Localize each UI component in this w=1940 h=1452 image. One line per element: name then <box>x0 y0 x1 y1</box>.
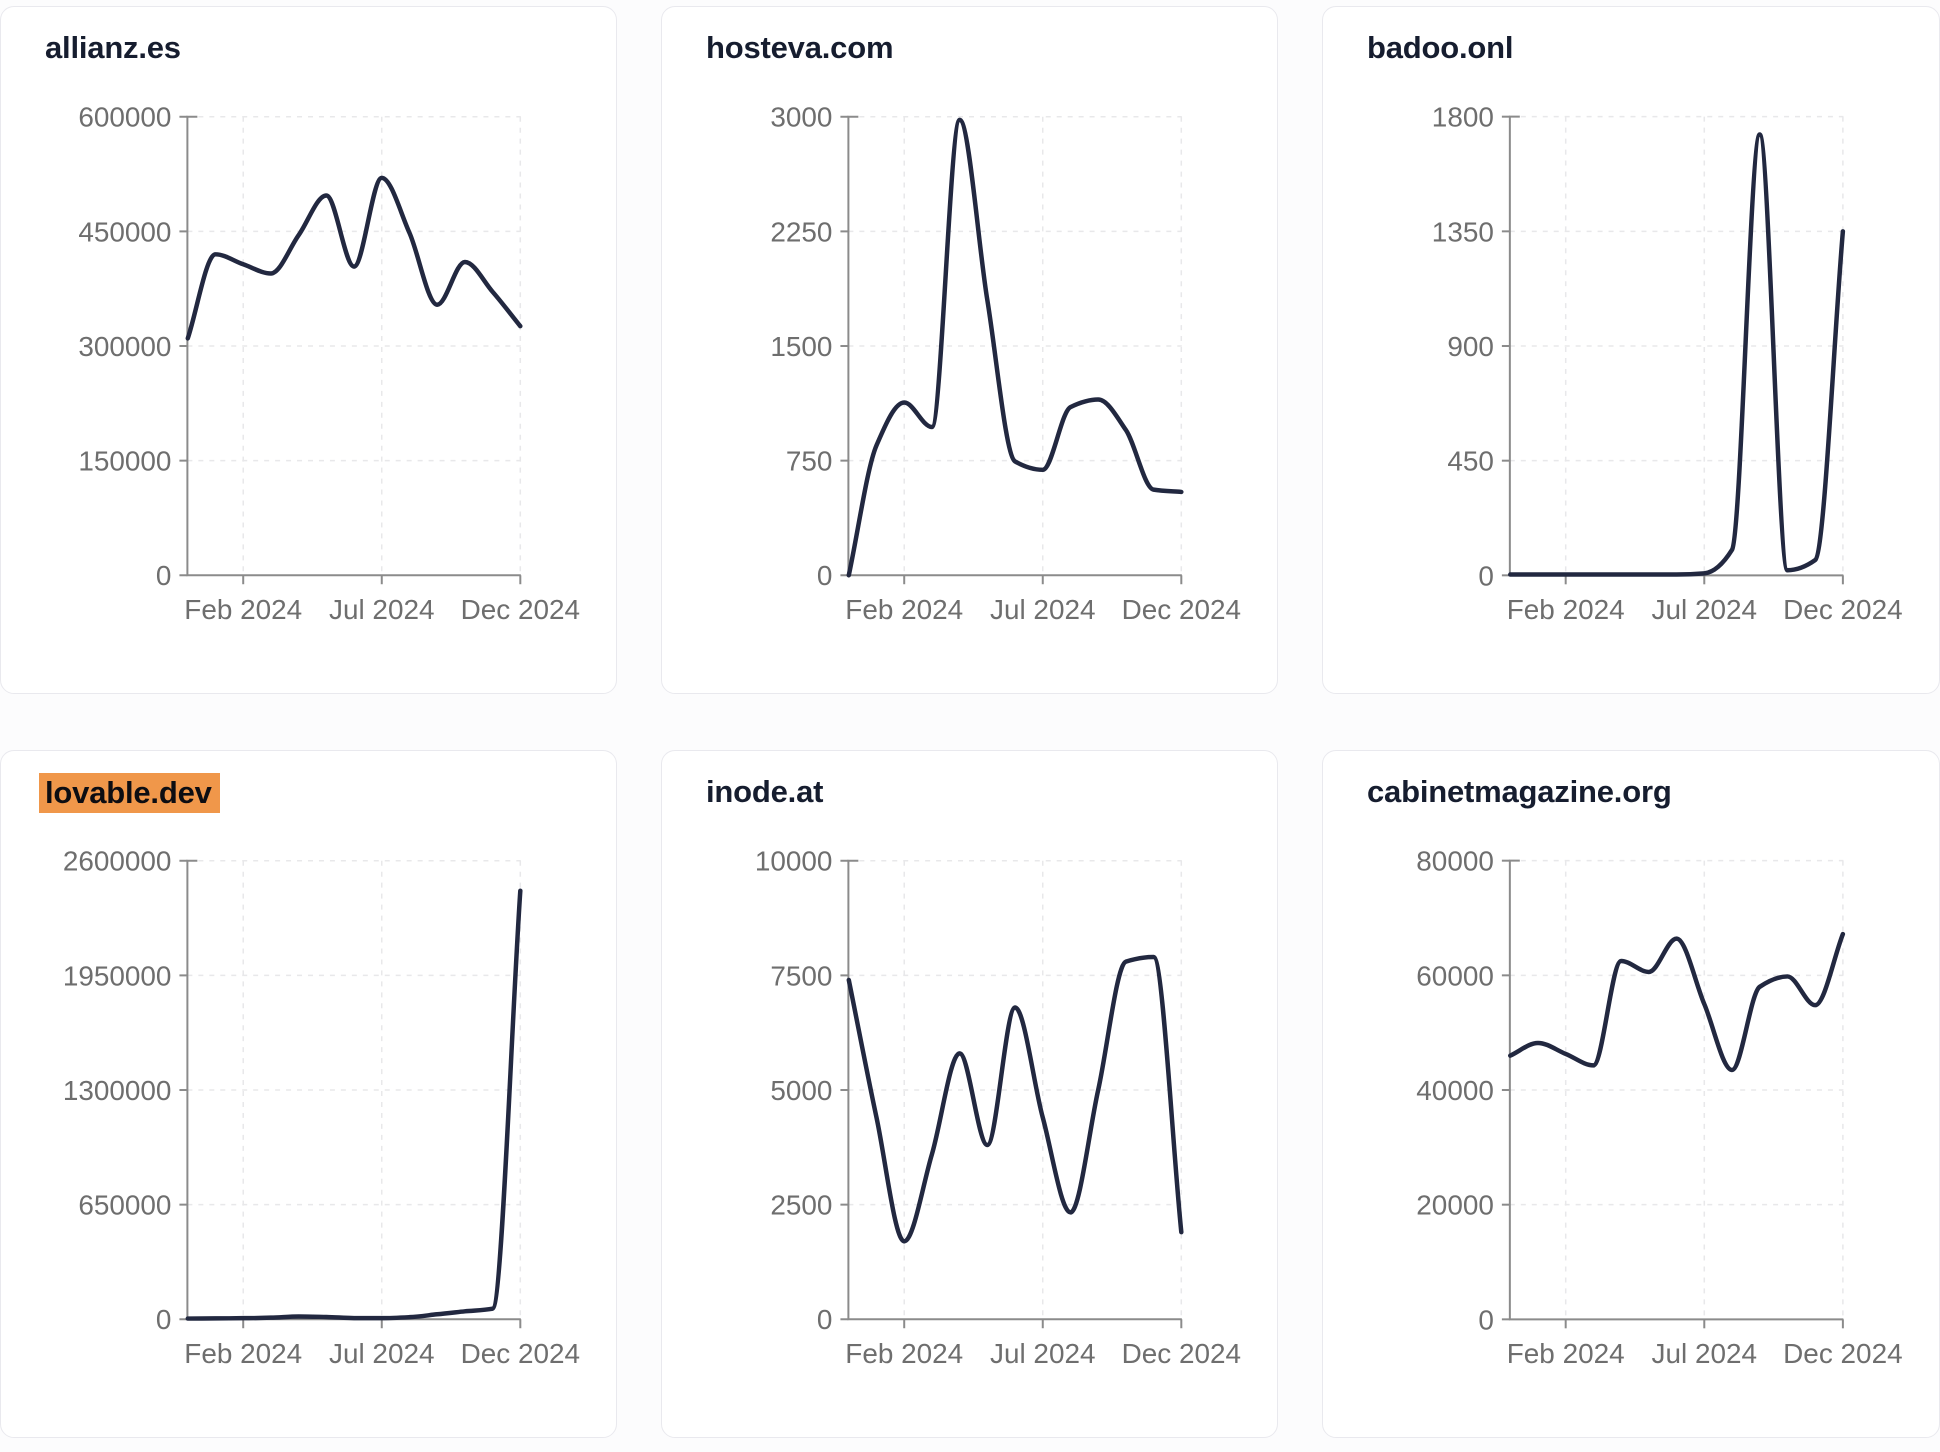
svg-text:Dec 2024: Dec 2024 <box>1783 594 1902 625</box>
chart-title[interactable]: inode.at <box>706 774 824 809</box>
x-axis-labels: Feb 2024 Jul 2024 Dec 2024 <box>845 1338 1241 1369</box>
line-chart: 0 450 900 1350 1800 Feb 2024 Jul 2024 Dec 2024 <box>1432 102 1903 626</box>
svg-text:0: 0 <box>156 1304 172 1335</box>
svg-text:2250: 2250 <box>770 216 832 247</box>
y-axis-labels: 0 450 900 1350 1800 <box>1432 102 1494 592</box>
y-axis-labels: 0 150000 300000 450000 600000 <box>78 102 171 592</box>
svg-text:650000: 650000 <box>78 1190 171 1221</box>
svg-text:0: 0 <box>817 560 833 591</box>
axes <box>1501 115 1844 585</box>
line-chart: 0 150000 300000 450000 600000 Feb 2024 Jul 202… <box>78 102 580 625</box>
chart-title[interactable]: badoo.onl <box>1367 30 1514 65</box>
data-line <box>185 888 523 1321</box>
svg-text:7500: 7500 <box>770 960 832 991</box>
x-axis-labels: Feb 2024 Jul 2024 Dec 2024 <box>184 1338 580 1369</box>
y-axis-labels: 0 20000 40000 60000 80000 <box>1416 846 1494 1336</box>
svg-text:20000: 20000 <box>1416 1190 1494 1221</box>
axes <box>179 859 522 1329</box>
svg-text:Jul 2024: Jul 2024 <box>1652 1338 1758 1369</box>
svg-text:450000: 450000 <box>78 216 171 247</box>
chart-card[interactable]: inode.at 0 2500 5000 7500 10000 Feb 2024 Jul 2… <box>661 750 1278 1438</box>
chart-title[interactable]: allianz.es <box>45 30 181 65</box>
svg-text:40000: 40000 <box>1416 1075 1494 1106</box>
line-chart: 0 20000 40000 60000 80000 Feb 2024 Jul 2024 Dec… <box>1416 846 1903 1370</box>
svg-text:1800: 1800 <box>1432 102 1494 133</box>
chart-title[interactable]: hosteva.com <box>706 30 894 65</box>
svg-text:Feb 2024: Feb 2024 <box>184 594 302 625</box>
svg-text:3000: 3000 <box>770 102 832 133</box>
data-line <box>1508 931 1846 1073</box>
x-axis-labels: Feb 2024 Jul 2024 Dec 2024 <box>845 594 1241 625</box>
svg-text:Dec 2024: Dec 2024 <box>1122 1338 1241 1369</box>
svg-text:600000: 600000 <box>78 102 171 133</box>
data-line <box>185 175 523 341</box>
svg-text:300000: 300000 <box>78 331 171 362</box>
svg-text:Jul 2024: Jul 2024 <box>990 1338 1095 1369</box>
chart-card[interactable]: cabinetmagazine.org 0 20000 40000 60000 8000… <box>1322 750 1940 1438</box>
axes <box>840 115 1183 585</box>
svg-text:0: 0 <box>156 560 172 591</box>
line-chart: 0 650000 1300000 1950000 2600000 Feb 2024 Jul … <box>63 846 580 1369</box>
svg-text:Dec 2024: Dec 2024 <box>461 1338 580 1369</box>
svg-text:150000: 150000 <box>78 446 171 477</box>
axes <box>1501 859 1844 1329</box>
y-axis-labels: 0 650000 1300000 1950000 2600000 <box>63 846 172 1336</box>
svg-text:Feb 2024: Feb 2024 <box>845 594 963 625</box>
svg-text:1300000: 1300000 <box>63 1075 172 1106</box>
gridlines <box>187 116 522 576</box>
axes <box>179 115 522 585</box>
line-chart: 0 750 1500 2250 3000 Feb 2024 Jul 2024 Dec 2024 <box>770 102 1241 625</box>
svg-text:Jul 2024: Jul 2024 <box>990 594 1095 625</box>
svg-text:Feb 2024: Feb 2024 <box>845 1338 963 1369</box>
svg-text:Jul 2024: Jul 2024 <box>1652 594 1758 625</box>
data-line <box>846 117 1184 578</box>
x-axis-labels: Feb 2024 Jul 2024 Dec 2024 <box>1507 1338 1903 1369</box>
x-axis-labels: Feb 2024 Jul 2024 Dec 2024 <box>1507 594 1903 625</box>
svg-text:2600000: 2600000 <box>63 846 172 877</box>
data-line <box>846 954 1184 1244</box>
svg-text:0: 0 <box>1478 560 1494 591</box>
svg-text:1950000: 1950000 <box>63 960 172 991</box>
chart-title-highlighted[interactable]: lovable.dev <box>39 773 220 814</box>
svg-text:10000: 10000 <box>755 846 833 877</box>
svg-text:450: 450 <box>1447 446 1494 477</box>
svg-text:Feb 2024: Feb 2024 <box>1507 594 1625 625</box>
chart-card[interactable]: allianz.es 0 150000 300000 450000 600000 Feb … <box>0 6 617 694</box>
gridlines <box>187 860 522 1320</box>
chart-card[interactable]: hosteva.com 0 750 1500 2250 3000 Feb 2024 Jul … <box>661 6 1278 694</box>
data-line <box>1508 132 1846 577</box>
svg-text:900: 900 <box>1447 331 1494 362</box>
chart-card[interactable]: lovable.dev 0 650000 1300000 1950000 2600000… <box>0 750 617 1438</box>
svg-text:1350: 1350 <box>1432 216 1494 247</box>
svg-text:60000: 60000 <box>1416 960 1494 991</box>
line-chart: 0 2500 5000 7500 10000 Feb 2024 Jul 2024 Dec 20… <box>755 846 1241 1369</box>
chart-title[interactable]: cabinetmagazine.org <box>1367 774 1672 809</box>
svg-text:Dec 2024: Dec 2024 <box>1122 594 1241 625</box>
chart-card[interactable]: badoo.onl 0 450 900 1350 1800 Feb 2024 Jul 202… <box>1322 6 1940 694</box>
svg-text:0: 0 <box>1478 1304 1494 1335</box>
svg-text:750: 750 <box>786 446 833 477</box>
gridlines <box>848 860 1183 1320</box>
gridlines <box>1509 859 1844 1320</box>
svg-text:Jul 2024: Jul 2024 <box>329 594 434 625</box>
y-axis-labels: 0 750 1500 2250 3000 <box>770 102 832 592</box>
gridlines <box>1509 115 1844 576</box>
svg-text:0: 0 <box>817 1304 833 1335</box>
svg-text:Dec 2024: Dec 2024 <box>1783 1338 1902 1369</box>
svg-text:80000: 80000 <box>1416 846 1494 877</box>
svg-text:5000: 5000 <box>770 1075 832 1106</box>
svg-text:Jul 2024: Jul 2024 <box>329 1338 434 1369</box>
svg-text:Feb 2024: Feb 2024 <box>1507 1338 1625 1369</box>
svg-text:Feb 2024: Feb 2024 <box>184 1338 302 1369</box>
x-axis-labels: Feb 2024 Jul 2024 Dec 2024 <box>184 594 580 625</box>
gridlines <box>848 116 1183 576</box>
svg-text:Dec 2024: Dec 2024 <box>461 594 580 625</box>
svg-text:2500: 2500 <box>770 1190 832 1221</box>
svg-text:1500: 1500 <box>770 331 832 362</box>
y-axis-labels: 0 2500 5000 7500 10000 <box>755 846 833 1336</box>
axes <box>840 859 1183 1329</box>
